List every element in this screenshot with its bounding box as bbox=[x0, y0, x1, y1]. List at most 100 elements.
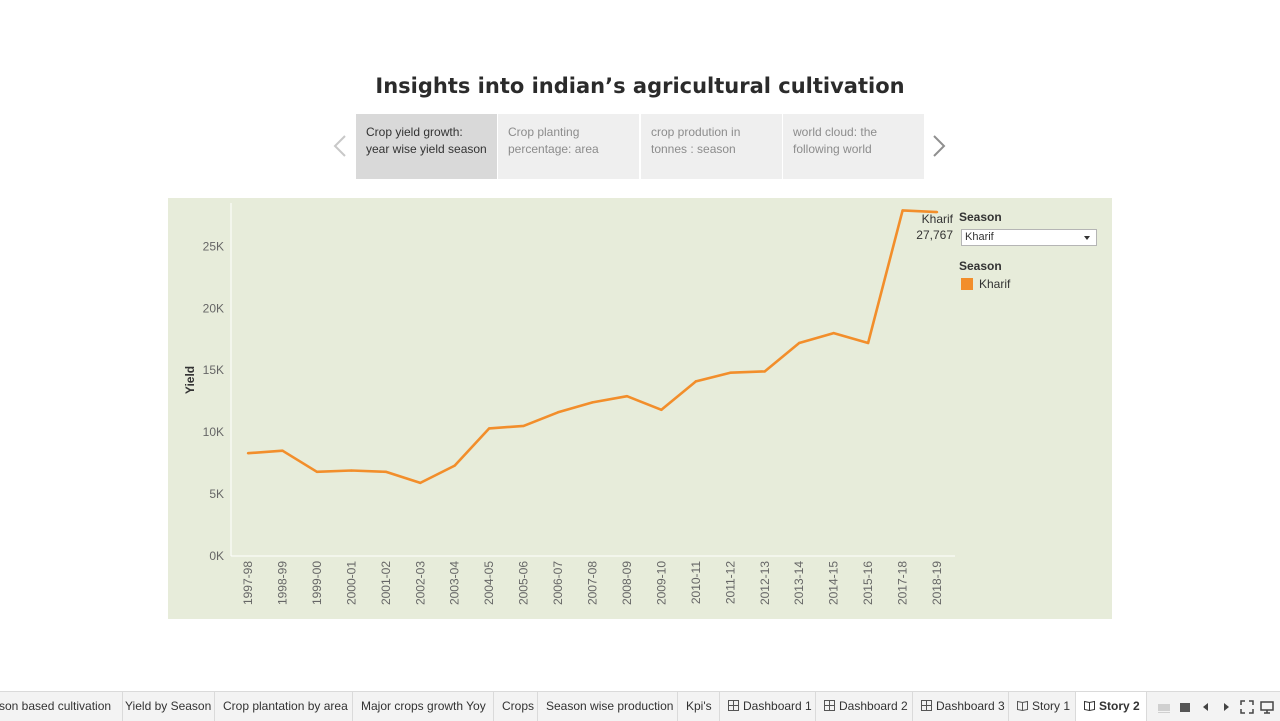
dashboard-icon bbox=[921, 700, 932, 711]
chevron-right-icon bbox=[933, 135, 946, 157]
story-point-4[interactable]: world cloud: the following world bbox=[783, 114, 924, 179]
tab-dashboard-1[interactable]: Dashboard 1 bbox=[720, 692, 816, 721]
dashboard-icon bbox=[824, 700, 835, 711]
chevron-left-icon bbox=[333, 135, 346, 157]
legend-item-label: Kharif bbox=[979, 277, 1011, 291]
y-tick-label: 15K bbox=[203, 363, 224, 377]
data-point bbox=[660, 408, 663, 412]
data-point bbox=[901, 209, 904, 212]
season-filter-dropdown[interactable]: Kharif bbox=[961, 229, 1097, 246]
x-tick-label: 2014-15 bbox=[827, 561, 841, 605]
x-tick-label: 2003-04 bbox=[448, 561, 462, 605]
tab-dashboard-2[interactable]: Dashboard 2 bbox=[816, 692, 913, 721]
data-point bbox=[556, 411, 560, 414]
data-point bbox=[832, 331, 835, 335]
data-point bbox=[419, 481, 422, 485]
data-point bbox=[866, 341, 870, 345]
chevron-down-icon bbox=[1084, 236, 1090, 240]
data-point bbox=[591, 401, 594, 404]
next-story-point-arrow[interactable] bbox=[929, 130, 951, 162]
story-point-3[interactable]: crop prodution in tonnes : season bbox=[641, 114, 782, 179]
x-tick-label: 1999-00 bbox=[310, 561, 324, 605]
story-point-2[interactable]: Crop planting percentage: area bbox=[498, 114, 639, 179]
x-tick-label: 2008-09 bbox=[620, 561, 634, 605]
tab-label: Dashboard 3 bbox=[936, 699, 1005, 713]
x-tick-label: 2009-10 bbox=[654, 561, 668, 605]
x-tick-label: 2006-07 bbox=[551, 561, 565, 605]
legend-swatch bbox=[961, 278, 973, 290]
x-tick-label: 2015-16 bbox=[861, 561, 875, 605]
x-tick-label: 1997-98 bbox=[241, 561, 255, 605]
data-point bbox=[487, 427, 491, 430]
dashboard-icon bbox=[728, 700, 739, 711]
x-tick-label: 2010-11 bbox=[689, 561, 703, 604]
data-point bbox=[935, 210, 939, 214]
tab-dashboard-3[interactable]: Dashboard 3 bbox=[913, 692, 1009, 721]
tab-label: Crops bbox=[502, 699, 535, 713]
data-point bbox=[763, 370, 766, 373]
story-point-1[interactable]: Crop yield growth: year wise yield seaso… bbox=[356, 114, 497, 179]
caret-left-icon[interactable] bbox=[1199, 700, 1213, 714]
tab-label: Kpi's bbox=[686, 699, 712, 713]
data-point bbox=[798, 341, 801, 345]
tab-season-based-cultivation[interactable]: son based cultivation bbox=[0, 692, 123, 721]
data-point bbox=[350, 469, 353, 472]
tab-yield-by-season[interactable]: Yield by Season bbox=[117, 692, 215, 721]
y-tick-label: 10K bbox=[203, 425, 224, 439]
tab-label: Crop plantation by area bbox=[223, 699, 348, 713]
x-tick-label: 2017-18 bbox=[896, 561, 910, 605]
annotation-label: Kharif bbox=[922, 212, 954, 226]
y-tick-label: 0K bbox=[209, 549, 224, 563]
tab-major-crops-growth-yoy[interactable]: Major crops growth Yoy bbox=[353, 692, 494, 721]
tab-crops[interactable]: Crops bbox=[494, 692, 538, 721]
x-tick-label: 1998-99 bbox=[275, 561, 289, 605]
tab-season-wise-production[interactable]: Season wise production bbox=[538, 692, 678, 721]
y-axis-label: Yield bbox=[183, 366, 197, 394]
story-title: Insights into indian’s agricultural cult… bbox=[375, 74, 905, 98]
x-tick-label: 2011-12 bbox=[723, 561, 737, 604]
x-tick-label: 2012-13 bbox=[758, 561, 772, 605]
y-tick-label: 25K bbox=[203, 239, 224, 253]
tab-story-1[interactable]: Story 1 bbox=[1009, 692, 1076, 721]
show-filmstrip-icon[interactable] bbox=[1157, 700, 1171, 714]
data-point bbox=[315, 470, 319, 473]
season-filter-title: Season bbox=[959, 210, 1002, 224]
present-mode-icon[interactable] bbox=[1260, 700, 1274, 714]
tab-crop-plantation-by-area[interactable]: Crop plantation by area bbox=[215, 692, 353, 721]
x-tick-label: 2005-06 bbox=[517, 561, 531, 605]
series-line-kharif bbox=[247, 209, 938, 485]
data-point bbox=[281, 449, 284, 452]
annotation-value: 27,767 bbox=[916, 228, 953, 242]
previous-story-point-arrow[interactable] bbox=[330, 130, 352, 162]
tab-label: Dashboard 2 bbox=[839, 699, 908, 713]
x-tick-label: 2000-01 bbox=[344, 561, 358, 605]
x-tick-label: 2004-05 bbox=[482, 561, 496, 605]
season-filter-value: Kharif bbox=[965, 231, 994, 243]
data-point bbox=[729, 371, 732, 374]
data-point bbox=[246, 451, 250, 455]
tab-label: Yield by Season bbox=[125, 699, 212, 713]
x-tick-label: 2007-08 bbox=[586, 561, 600, 605]
y-tick-label: 20K bbox=[203, 301, 224, 315]
x-tick-label: 2013-14 bbox=[792, 561, 806, 605]
data-point bbox=[384, 470, 387, 473]
show-tabs-icon[interactable] bbox=[1178, 700, 1192, 714]
data-point bbox=[625, 395, 629, 398]
yield-line-chart: 0K 5K 10K 15K 20K 25K Yield 1997-98 1998-99 1999-… bbox=[183, 203, 955, 605]
x-tick-label: 2001-02 bbox=[379, 561, 393, 605]
chart-panel: 0K 5K 10K 15K 20K 25K Yield 1997-98 1998-99 1999-… bbox=[168, 198, 1112, 619]
y-tick-label: 5K bbox=[209, 487, 224, 501]
tab-label: Major crops growth Yoy bbox=[361, 699, 486, 713]
data-point bbox=[522, 424, 525, 428]
season-legend-title: Season bbox=[959, 259, 1002, 273]
legend-item-kharif[interactable]: Kharif bbox=[961, 277, 1010, 291]
story-icon bbox=[1084, 700, 1095, 711]
tab-kpis[interactable]: Kpi's bbox=[678, 692, 720, 721]
fullscreen-icon[interactable] bbox=[1240, 700, 1254, 714]
tab-label: son based cultivation bbox=[0, 699, 112, 713]
tab-label: Dashboard 1 bbox=[743, 699, 812, 713]
x-tick-label: 2002-03 bbox=[413, 561, 427, 605]
tab-story-2[interactable]: Story 2 bbox=[1076, 692, 1147, 721]
caret-right-icon[interactable] bbox=[1219, 700, 1233, 714]
sheet-tab-bar: son based cultivation Yield by Season Cr… bbox=[0, 691, 1280, 721]
